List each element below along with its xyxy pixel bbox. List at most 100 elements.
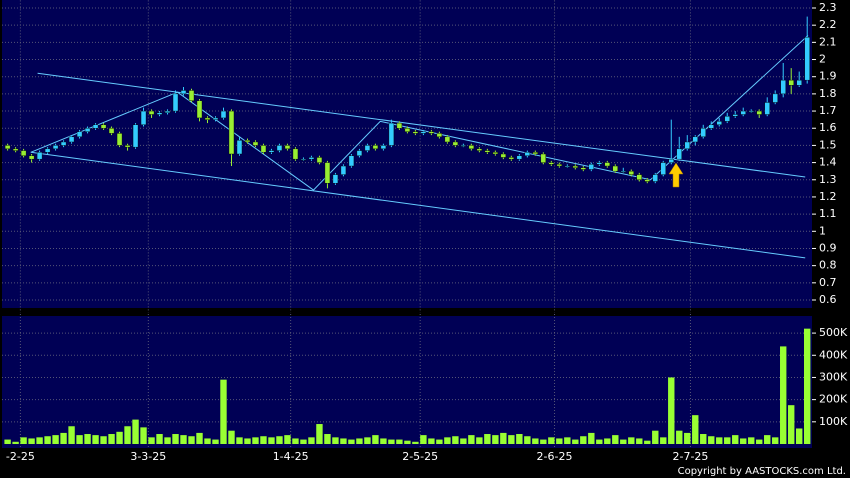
candle-body (332, 174, 339, 184)
candle-body (212, 117, 219, 120)
volume-bar (700, 434, 707, 444)
candle-body (628, 170, 634, 175)
candle-body (684, 141, 690, 150)
y-tick-label: 500K (819, 326, 848, 339)
candle-body (36, 152, 43, 160)
volume-bar (324, 434, 331, 444)
candle-body (300, 158, 307, 161)
y-tick-label: 400K (819, 348, 848, 361)
volume-bar (684, 432, 691, 444)
candle-body (52, 145, 59, 150)
volume-bar (308, 437, 315, 444)
candle-body (580, 167, 587, 170)
candle-body (764, 102, 770, 115)
volume-bar (124, 426, 131, 444)
volume-bar (180, 435, 187, 444)
candle-body (588, 164, 595, 170)
volume-bar (468, 435, 475, 444)
candle-body (404, 128, 411, 132)
volume-bar (20, 437, 27, 444)
candle-body (292, 148, 299, 160)
x-tick-label: 1-4-25 (273, 450, 309, 463)
candle-body (788, 79, 794, 86)
candle-body (92, 124, 99, 129)
candle-body (116, 133, 123, 146)
volume-bar (220, 379, 227, 444)
candle-body (476, 148, 483, 151)
candle-body (180, 90, 187, 95)
volume-bar (804, 328, 811, 444)
volume-bar (284, 435, 291, 444)
volume-bar (564, 437, 571, 444)
x-tick-label: 2-5-25 (402, 450, 438, 463)
candle-body (668, 158, 674, 163)
volume-bar (4, 439, 11, 444)
volume-bar (372, 435, 379, 444)
volume-bar (28, 438, 35, 444)
x-tick-label: -2-25 (6, 450, 35, 463)
volume-bar (260, 436, 267, 444)
volume-bar (108, 434, 115, 444)
volume-bar (756, 439, 763, 444)
candle-body (308, 157, 315, 160)
candle-body (236, 140, 243, 155)
candle-body (548, 162, 555, 165)
candle-body (492, 152, 499, 155)
candle-body (252, 141, 259, 146)
candle-body (396, 122, 403, 129)
trend-line (37, 72, 806, 178)
candle-body (188, 90, 195, 101)
arrow (668, 162, 684, 188)
candle-body (636, 174, 642, 180)
volume-bar (388, 439, 395, 444)
volume-bar (420, 435, 427, 444)
volume-bar (508, 435, 515, 444)
volume-bar (764, 435, 771, 444)
volume-bar (52, 435, 59, 444)
candle-body (380, 145, 387, 150)
candle-body (196, 100, 203, 119)
volume-bar (524, 436, 531, 444)
candle-body (20, 150, 27, 156)
volume-bar (708, 436, 715, 444)
candle-body (4, 145, 11, 150)
y-tick-label: 1.4 (819, 156, 837, 169)
candle-body (724, 116, 730, 122)
candle-body (748, 110, 754, 113)
volume-bar (116, 431, 123, 444)
volume-bar (460, 438, 467, 444)
volume-bar (156, 434, 163, 444)
candle-body (260, 145, 267, 153)
candle-body (652, 174, 658, 182)
candle-body (596, 162, 603, 165)
candle-body (84, 128, 91, 132)
y-tick-label: 0.7 (819, 276, 837, 289)
volume-bar (668, 377, 675, 444)
volume-bar (236, 437, 243, 444)
volume-bar (396, 439, 403, 444)
candle-body (356, 150, 363, 156)
candle-body (316, 157, 323, 163)
volume-bar (732, 435, 739, 444)
candle-body (468, 145, 475, 150)
volume-bar (188, 436, 195, 444)
volume-bar (36, 437, 43, 444)
y-tick-label: 2.2 (819, 18, 837, 31)
volume-bar (316, 424, 323, 444)
volume-bar (44, 436, 51, 444)
candle-body (164, 110, 171, 113)
y-tick-label: 0.9 (819, 241, 837, 254)
candle-body (700, 128, 706, 138)
volume-bar (484, 434, 491, 444)
candle-body (524, 152, 531, 156)
candle-body (708, 124, 714, 129)
candle-body (500, 153, 507, 158)
volume-bar (572, 439, 579, 444)
volume-bar (276, 436, 283, 444)
candle-body (612, 165, 618, 172)
volume-bar (12, 441, 19, 444)
volume-bar (300, 439, 307, 444)
volume-bar (676, 430, 683, 444)
candle-body (436, 133, 443, 138)
y-tick-label: 1.7 (819, 104, 837, 117)
